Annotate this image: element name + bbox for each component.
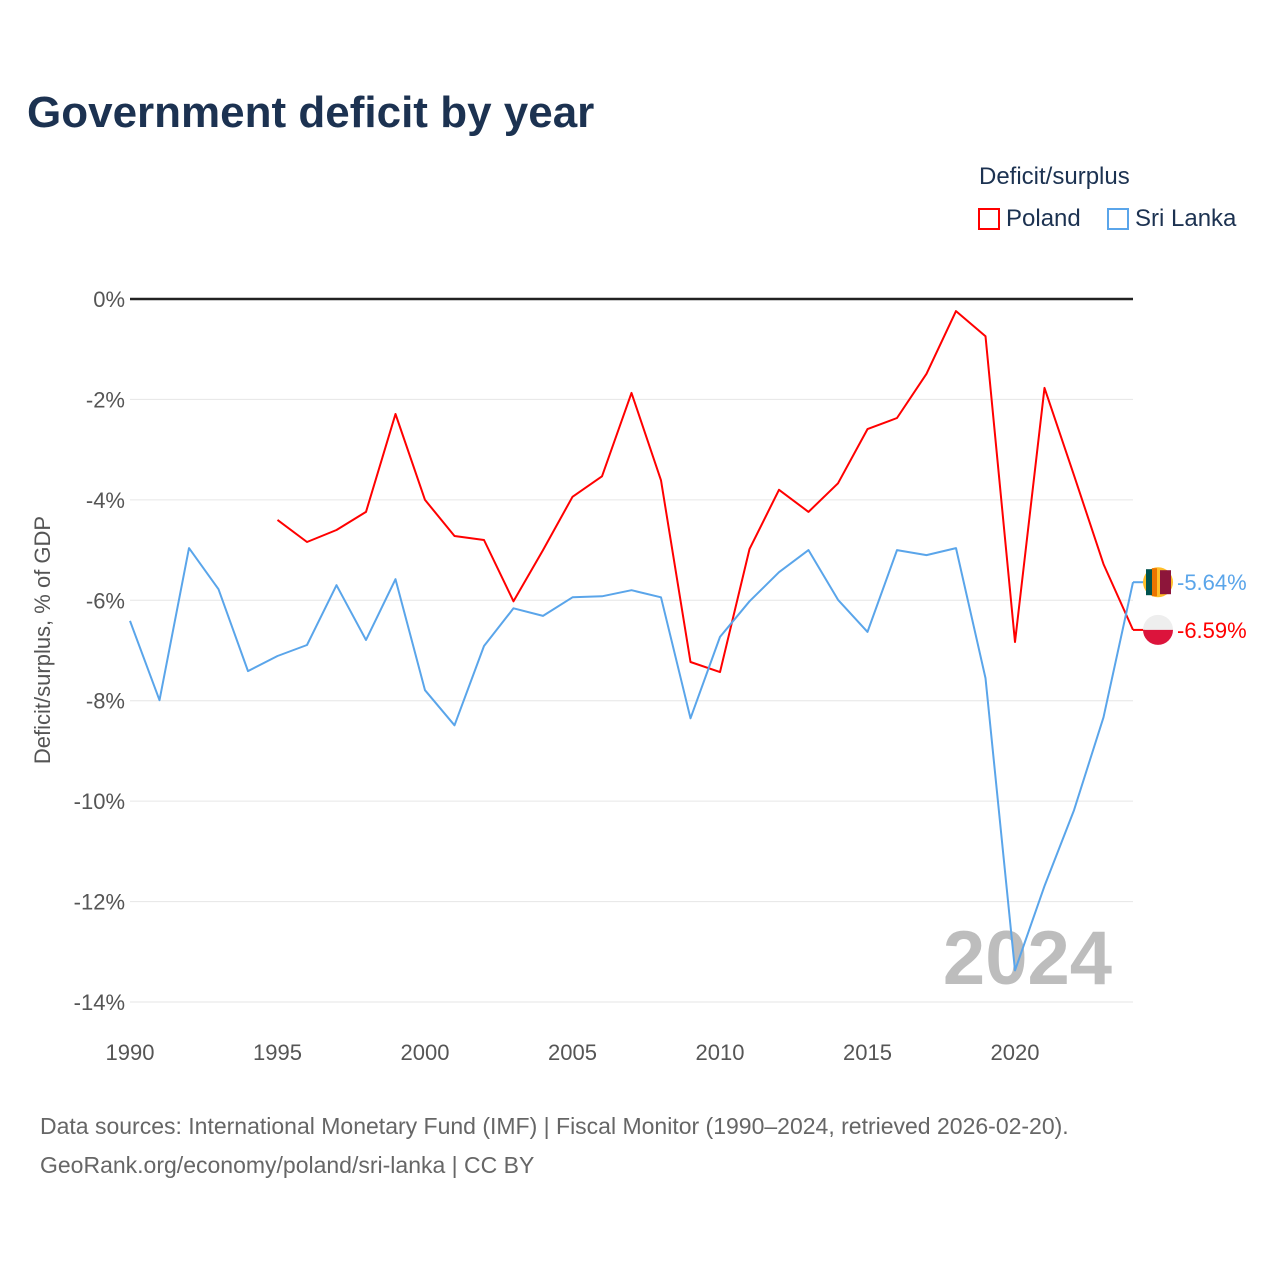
x-tick-label: 2015 (843, 1040, 892, 1065)
sri-lanka-flag-icon (1146, 569, 1152, 596)
series-line-sri-lanka (129, 547, 1134, 972)
poland-flag-icon (1143, 614, 1173, 630)
y-axis-label: Deficit/surplus, % of GDP (30, 516, 55, 764)
y-tick-label: 0% (93, 287, 125, 312)
legend-title: Deficit/surplus (979, 163, 1130, 190)
y-tick-label: -4% (86, 488, 125, 513)
y-tick-label: -6% (86, 588, 125, 613)
sri-lanka-flag-icon (1152, 568, 1157, 597)
y-tick-label: -2% (86, 387, 125, 412)
legend-label: Poland (1006, 205, 1081, 232)
y-tick-label: -14% (74, 990, 125, 1015)
x-tick-label: 1990 (106, 1040, 155, 1065)
source-line: Data sources: International Monetary Fun… (40, 1113, 1069, 1139)
y-tick-label: -10% (74, 789, 125, 814)
legend-label: Sri Lanka (1135, 205, 1237, 232)
poland-flag-icon (1143, 629, 1173, 645)
legend-item-sri-lanka[interactable]: Sri Lanka (1107, 205, 1236, 233)
x-tick-label: 2010 (696, 1040, 745, 1065)
source-note: Data sources: International Monetary Fun… (40, 1107, 1069, 1185)
y-tick-label: -12% (74, 890, 125, 915)
x-tick-label: 2000 (401, 1040, 450, 1065)
source-url: GeoRank.org/economy/poland/sri-lanka | C… (40, 1152, 535, 1178)
chart-title: Government deficit by year (27, 88, 595, 137)
x-tick-label: 2005 (548, 1040, 597, 1065)
year-watermark: 2024 (943, 916, 1112, 1001)
legend-swatch-poland (978, 208, 1000, 230)
x-tick-label: 2020 (991, 1040, 1040, 1065)
sri-lanka-flag-icon (1160, 570, 1171, 595)
x-tick-label: 1995 (253, 1040, 302, 1065)
end-value-label: -6.59% (1177, 618, 1247, 643)
y-tick-label: -8% (86, 689, 125, 714)
end-value-label: -5.64% (1177, 570, 1247, 595)
series-line-poland (276, 310, 1134, 674)
legend-item-poland[interactable]: Poland (978, 205, 1081, 233)
legend-swatch-sri-lanka (1107, 208, 1129, 230)
